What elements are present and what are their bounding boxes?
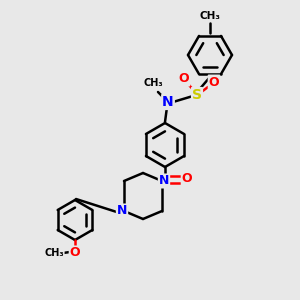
Text: CH₃: CH₃ — [200, 11, 220, 21]
Text: CH₃: CH₃ — [143, 78, 163, 88]
Text: S: S — [192, 88, 202, 102]
Text: N: N — [117, 205, 127, 218]
Text: O: O — [70, 247, 80, 260]
Text: CH₃: CH₃ — [44, 248, 64, 258]
Text: O: O — [179, 73, 189, 85]
Text: O: O — [209, 76, 219, 88]
Text: O: O — [182, 172, 192, 185]
Text: N: N — [159, 175, 169, 188]
Text: N: N — [162, 95, 174, 109]
